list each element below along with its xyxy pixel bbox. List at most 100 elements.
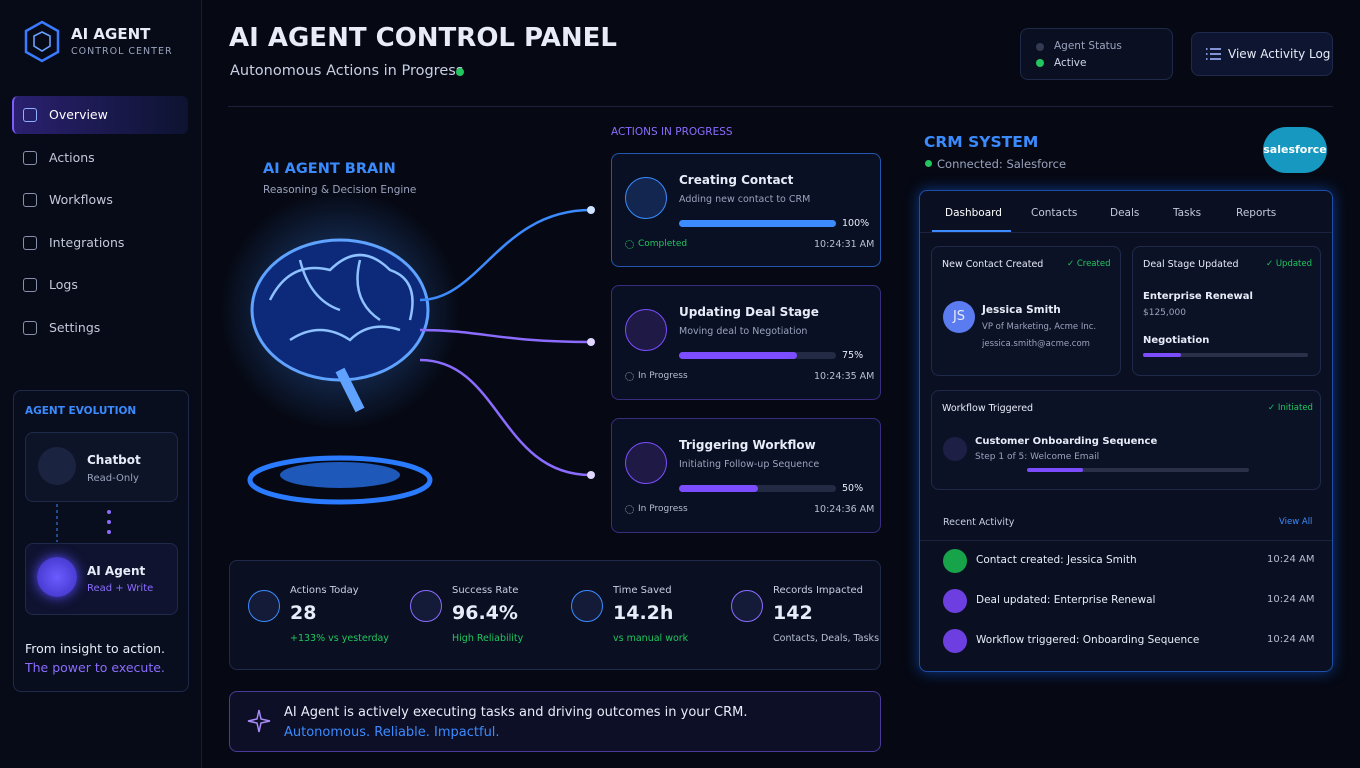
status-value: Active <box>1054 57 1087 69</box>
crm-tab[interactable]: Deals <box>1110 207 1140 219</box>
banner <box>229 691 881 752</box>
activity-text: Contact created: Jessica Smith <box>976 554 1137 566</box>
progress-track <box>679 485 836 492</box>
header-divider <box>228 106 1333 107</box>
progress-label: 100% <box>842 218 870 229</box>
nav-item[interactable]: Actions <box>49 150 95 165</box>
workflow-icon <box>943 437 967 461</box>
deal-amount: $125,000 <box>1143 308 1186 318</box>
brand-title: AI AGENT <box>71 25 151 43</box>
stat-value: 142 <box>773 602 813 624</box>
workflow-step: Step 1 of 5: Welcome Email <box>975 452 1100 462</box>
brain-illustration <box>220 190 595 505</box>
card-badge: ✓ Created <box>1067 259 1111 269</box>
stat-icon <box>731 590 763 622</box>
badge-text: Updated <box>1275 259 1313 269</box>
status-label: Agent Status <box>1054 40 1122 52</box>
deal-stage: Negotiation <box>1143 335 1210 346</box>
card-badge: ✓ Updated <box>1266 259 1313 269</box>
stat-icon <box>248 590 280 622</box>
evolution-connector <box>56 504 111 542</box>
card-heading: Deal Stage Updated <box>1143 259 1239 270</box>
action-icon <box>625 442 667 484</box>
recent-divider <box>920 540 1332 541</box>
action-title: Updating Deal Stage <box>679 305 819 319</box>
tagline-line: From insight to action. <box>25 641 166 656</box>
agent-access: Read + Write <box>87 583 154 594</box>
recent-heading: Recent Activity <box>943 517 1015 528</box>
stat-label: Records Impacted <box>773 585 864 596</box>
activity-log-label[interactable]: View Activity Log <box>1228 47 1331 61</box>
nav-item[interactable]: Settings <box>49 320 101 335</box>
action-title: Triggering Workflow <box>679 438 816 452</box>
crm-tab[interactable]: Reports <box>1236 207 1277 219</box>
nav-icon <box>23 193 37 207</box>
contact-card <box>931 246 1121 376</box>
actions-heading: ACTIONS IN PROGRESS <box>611 126 733 138</box>
stage-track <box>1143 353 1308 357</box>
brand-logo <box>24 20 60 63</box>
agent-icon <box>37 557 77 597</box>
contact-email: jessica.smith@acme.com <box>982 339 1090 349</box>
crm-tab[interactable]: Tasks <box>1173 207 1202 219</box>
avatar: JS <box>943 301 975 333</box>
workflow-name: Customer Onboarding Sequence <box>975 436 1158 447</box>
status-box <box>1020 28 1173 80</box>
action-icon <box>625 309 667 351</box>
banner-tagline: Autonomous. Reliable. Impactful. <box>284 725 500 740</box>
action-time: 10:24:36 AM <box>814 504 875 515</box>
action-time: 10:24:31 AM <box>814 239 875 250</box>
nav-active-bg <box>12 96 188 134</box>
nav-icon <box>23 278 37 292</box>
stat-note: vs manual work <box>613 633 689 644</box>
badge-text: Initiated <box>1277 403 1313 413</box>
stat-label: Actions Today <box>290 585 359 596</box>
activity-icon <box>943 549 967 573</box>
salesforce-logo: salesforce <box>1263 127 1327 173</box>
nav-icon <box>23 108 37 122</box>
stat-note: High Reliability <box>452 633 524 644</box>
progress-label: 50% <box>842 483 864 494</box>
status-dot <box>1036 59 1044 67</box>
crm-tab[interactable]: Dashboard <box>945 207 1002 219</box>
brand-subtitle: CONTROL CENTER <box>71 46 173 57</box>
view-all-link[interactable]: View All <box>1279 517 1313 527</box>
chatbot-icon <box>38 447 76 485</box>
nav-item[interactable]: Integrations <box>49 235 125 250</box>
page-subtitle: Autonomous Actions in Progress <box>230 63 464 79</box>
tab-divider <box>920 232 1332 233</box>
action-detail: Adding new contact to CRM <box>679 194 811 205</box>
card-heading: New Contact Created <box>942 259 1044 270</box>
agent-name: AI Agent <box>87 564 146 578</box>
status-dot <box>1036 43 1044 51</box>
stat-value: 28 <box>290 602 317 624</box>
deal-name: Enterprise Renewal <box>1143 291 1253 302</box>
nav-item[interactable]: Logs <box>49 277 78 292</box>
workflow-card <box>931 390 1321 490</box>
status-icon <box>625 240 634 249</box>
banner-text: AI Agent is actively executing tasks and… <box>284 705 748 720</box>
contact-role: VP of Marketing, Acme Inc. <box>982 322 1097 332</box>
stat-label: Time Saved <box>613 585 672 596</box>
crm-connection: Connected: Salesforce <box>937 157 1067 171</box>
nav-icon <box>23 151 37 165</box>
stat-icon <box>410 590 442 622</box>
activity-time: 10:24 AM <box>1267 634 1315 645</box>
chatbot-access: Read-Only <box>87 473 139 484</box>
crm-tab[interactable]: Contacts <box>1031 207 1078 219</box>
card-heading: Workflow Triggered <box>942 403 1034 414</box>
stat-label: Success Rate <box>452 585 519 596</box>
status-icon <box>625 372 634 381</box>
nav-item[interactable]: Overview <box>49 107 108 122</box>
progress-label: 75% <box>842 350 864 361</box>
stat-note: Contacts, Deals, Tasks <box>773 633 880 644</box>
activity-icon <box>943 589 967 613</box>
status-icon <box>625 505 634 514</box>
action-status: In Progress <box>638 504 688 514</box>
activity-icon <box>943 629 967 653</box>
nav-item[interactable]: Workflows <box>49 192 113 207</box>
activity-text: Deal updated: Enterprise Renewal <box>976 594 1156 606</box>
nav-icon <box>23 236 37 250</box>
